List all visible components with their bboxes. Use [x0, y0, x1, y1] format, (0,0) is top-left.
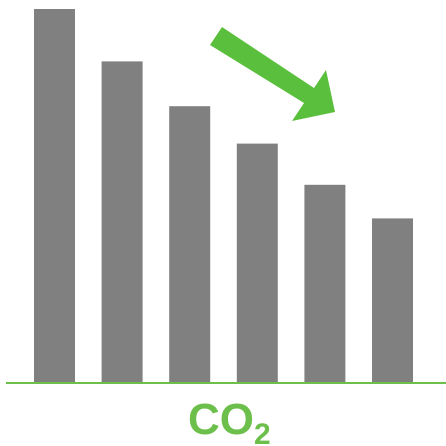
bars-group [34, 9, 413, 384]
trend-arrow-icon [210, 27, 335, 121]
bar-4 [236, 143, 278, 383]
bar-1 [34, 9, 75, 383]
x-axis-label-subscript: 2 [254, 418, 271, 446]
bar-5 [304, 184, 346, 383]
bar-6 [372, 218, 413, 383]
x-axis-label: CO2 [188, 395, 271, 446]
x-axis-label-main: CO [188, 395, 254, 444]
bar-3 [169, 106, 211, 383]
bar-2 [101, 61, 143, 384]
